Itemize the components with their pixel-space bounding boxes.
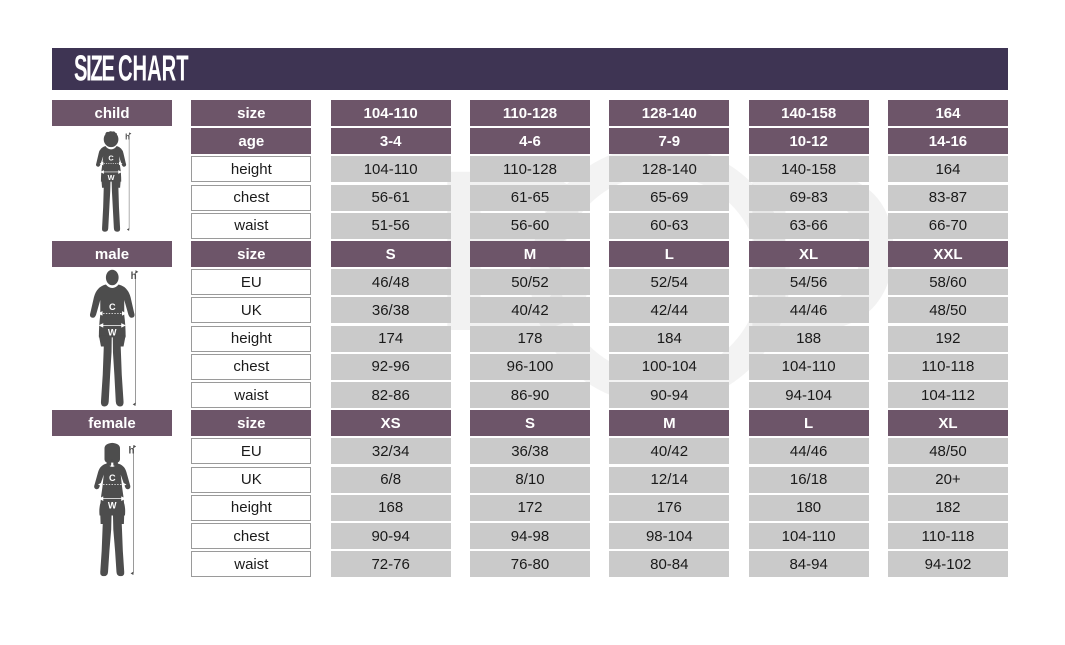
svg-text:h: h [128, 446, 134, 457]
svg-text:C: C [109, 473, 116, 483]
svg-text:C: C [108, 154, 114, 163]
svg-text:W: W [107, 173, 114, 182]
svg-text:h: h [125, 132, 130, 141]
svg-text:W: W [108, 327, 117, 337]
svg-text:C: C [109, 302, 116, 312]
svg-text:W: W [108, 501, 117, 511]
svg-text:h: h [130, 271, 136, 282]
